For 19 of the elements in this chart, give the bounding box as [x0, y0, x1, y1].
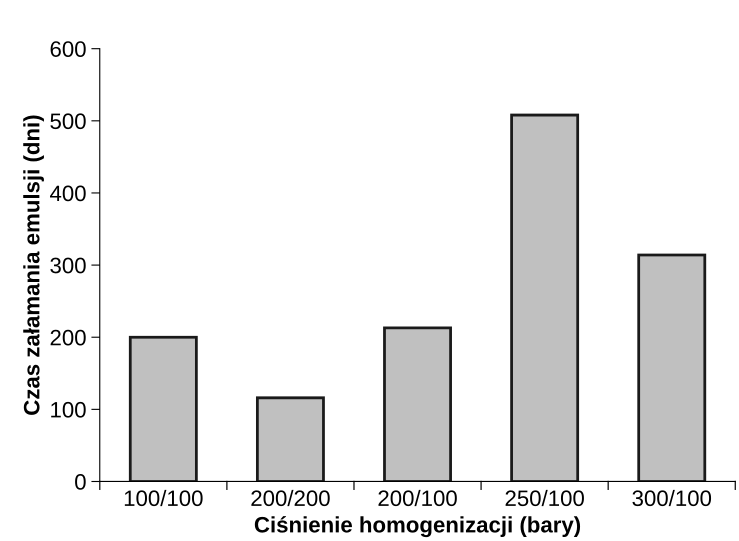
y-tick-label: 100	[51, 402, 86, 418]
x-tick-label: 250/100	[506, 490, 584, 506]
x-tick-label: 300/100	[632, 490, 712, 506]
x-tick-label: 200/200	[251, 490, 330, 506]
bar	[510, 114, 580, 482]
y-axis-title: Czas załamania emulsji (dni)	[23, 116, 44, 415]
y-tick-label: 300	[50, 258, 86, 274]
y-tick-label: 400	[50, 185, 86, 202]
bar	[637, 254, 706, 482]
y-tick-label: 0	[75, 474, 86, 490]
bar	[383, 326, 452, 482]
x-tick-label: 100/100	[124, 490, 203, 506]
bar	[128, 336, 198, 482]
x-tick-label: 200/100	[378, 490, 457, 506]
y-tick-label: 600	[50, 41, 86, 57]
bar	[256, 396, 325, 482]
y-tick-label: 200	[50, 330, 86, 346]
x-axis-title: Ciśnienie homogenizacji (bary)	[254, 516, 580, 538]
y-tick-label: 500	[50, 113, 86, 130]
